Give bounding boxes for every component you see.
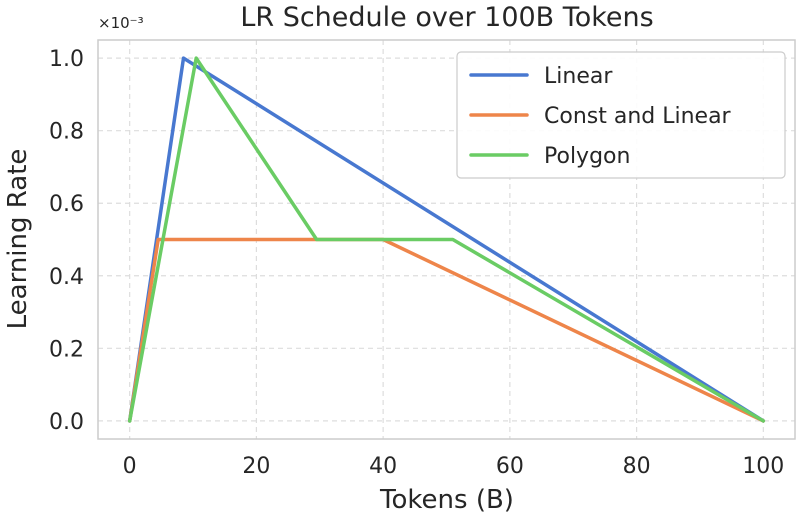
y-tick-labels: 0.0 0.2 0.4 0.6 0.8 1.0 xyxy=(49,47,84,435)
legend-label-polygon: Polygon xyxy=(544,144,630,169)
x-tick-label: 40 xyxy=(369,454,397,479)
x-tick-label: 80 xyxy=(623,454,651,479)
x-axis-label: Tokens (B) xyxy=(379,485,514,515)
legend: Linear Const and Linear Polygon xyxy=(456,51,786,179)
y-axis-offset-label: ×10⁻³ xyxy=(98,14,144,32)
y-tick-label: 0.8 xyxy=(49,120,84,145)
y-tick-label: 1.0 xyxy=(49,47,84,72)
legend-box xyxy=(456,51,786,179)
y-tick-label: 0.6 xyxy=(49,192,84,217)
x-tick-labels: 0 20 40 60 80 100 xyxy=(123,454,785,479)
x-tick-label: 0 xyxy=(123,454,137,479)
x-tick-label: 20 xyxy=(242,454,270,479)
y-axis-label: Learning Rate xyxy=(3,149,33,330)
x-tick-label: 60 xyxy=(496,454,524,479)
y-tick-label: 0.2 xyxy=(49,337,84,362)
chart-title: LR Schedule over 100B Tokens xyxy=(240,2,653,33)
series-lines xyxy=(127,56,766,423)
series-line-const-and-linear xyxy=(127,237,766,423)
legend-label-linear: Linear xyxy=(544,64,613,89)
y-tick-label: 0.0 xyxy=(49,410,84,435)
legend-items: Linear Const and Linear Polygon xyxy=(469,64,732,169)
legend-label-const-and-linear: Const and Linear xyxy=(544,104,732,129)
series-line-polygon xyxy=(127,56,766,423)
y-tick-label: 0.4 xyxy=(49,265,84,290)
plot-frame xyxy=(97,39,796,440)
x-tick-label: 100 xyxy=(742,454,784,479)
